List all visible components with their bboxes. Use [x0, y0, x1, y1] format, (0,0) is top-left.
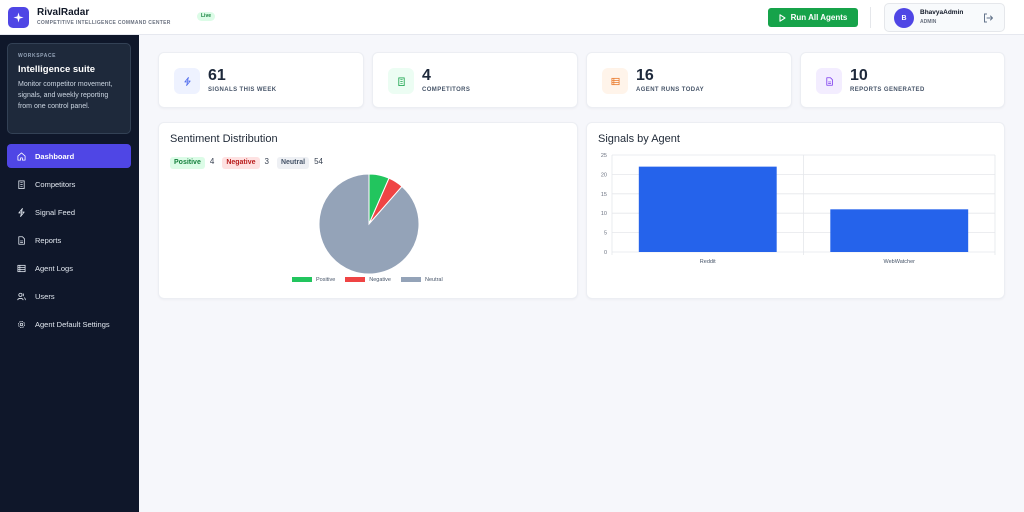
stat-card-competitors: 4 COMPETITORS	[372, 52, 578, 108]
divider	[870, 7, 871, 28]
legend-swatch	[292, 277, 312, 283]
run-all-agents-button[interactable]: Run All Agents	[768, 8, 858, 27]
signals-bar-chart: 0 5 10 15 20 25 Reddit WebWatcher	[601, 153, 996, 265]
stat-value: 16	[636, 67, 654, 84]
positive-pill: Positive	[170, 157, 205, 169]
workspace-card: WORKSPACE Intelligence suite Monitor com…	[7, 43, 131, 134]
list-icon	[17, 264, 26, 272]
y-tick-label: 25	[601, 153, 607, 159]
stat-value: 4	[422, 67, 431, 84]
app-logo[interactable]	[8, 7, 29, 28]
logout-icon[interactable]	[982, 12, 994, 24]
sidebar-item-label: Agent Logs	[35, 263, 73, 273]
stat-label: AGENT RUNS TODAY	[636, 87, 705, 93]
sidebar-item-label: Reports	[35, 235, 62, 245]
stat-card-reports: 10 REPORTS GENERATED	[800, 52, 1005, 108]
x-tick-label: Reddit	[700, 259, 716, 265]
stat-icon-box	[602, 68, 628, 94]
sidebar-item-competitors[interactable]: Competitors	[7, 172, 131, 196]
document-icon	[825, 76, 833, 86]
gear-icon	[18, 320, 25, 328]
x-tick-label: WebWatcher	[884, 259, 916, 265]
legend-item-neutral[interactable]: Neutral	[400, 277, 443, 283]
building-icon	[18, 179, 25, 189]
stat-icon-box	[174, 68, 200, 94]
positive-count: 4	[209, 157, 215, 166]
sidebar-item-label: Agent Default Settings	[35, 319, 110, 329]
stat-label: SIGNALS THIS WEEK	[208, 87, 277, 93]
sidebar-item-label: Users	[35, 291, 55, 301]
stat-icon-box	[388, 68, 414, 94]
user-name: BhavyaAdmin	[920, 9, 964, 16]
sidebar-item-label: Competitors	[35, 179, 76, 189]
sidebar-item-label: Dashboard	[35, 151, 75, 161]
stat-icon-box	[816, 68, 842, 94]
pie-slice-neutral[interactable]	[318, 173, 420, 275]
stat-label: REPORTS GENERATED	[850, 87, 925, 93]
workspace-label: WORKSPACE	[18, 53, 57, 59]
users-icon	[17, 292, 26, 300]
sentiment-pills: Positive 4 Negative 3 Neutral 54	[170, 151, 331, 169]
legend-label: Negative	[369, 277, 391, 283]
app-subtitle: COMPETITIVE INTELLIGENCE COMMAND CENTER	[37, 20, 171, 26]
sentiment-pie-chart	[318, 173, 420, 275]
user-menu[interactable]: B BhavyaAdmin ADMIN	[884, 3, 1005, 32]
y-tick-label: 0	[604, 250, 607, 256]
document-icon	[18, 235, 25, 245]
stat-value: 61	[208, 67, 226, 84]
legend-item-positive[interactable]: Positive	[292, 277, 335, 283]
legend-swatch	[400, 277, 421, 283]
sidebar-item-agent-logs[interactable]: Agent Logs	[7, 256, 131, 280]
sidebar-item-reports[interactable]: Reports	[7, 228, 131, 252]
legend-item-negative[interactable]: Negative	[345, 277, 391, 283]
sparkle-icon	[13, 12, 24, 23]
run-all-agents-label: Run All Agents	[790, 13, 848, 22]
user-role: ADMIN	[920, 19, 937, 25]
y-tick-label: 10	[601, 211, 607, 217]
sidebar-item-users[interactable]: Users	[7, 284, 131, 308]
sidebar-item-dashboard[interactable]: Dashboard	[7, 144, 131, 168]
stat-value: 10	[850, 67, 868, 84]
app-name: RivalRadar	[37, 7, 90, 18]
sidebar-item-signal-feed[interactable]: Signal Feed	[7, 200, 131, 224]
negative-count: 3	[264, 157, 269, 166]
legend-swatch	[345, 277, 366, 283]
home-icon	[17, 151, 26, 161]
legend-label: Positive	[316, 277, 336, 283]
stat-card-signals: 61 SIGNALS THIS WEEK	[158, 52, 364, 108]
workspace-title: Intelligence suite	[18, 64, 96, 75]
bolt-icon	[183, 76, 191, 86]
top-bar: RivalRadar COMPETITIVE INTELLIGENCE COMM…	[0, 0, 1024, 35]
signals-by-agent-card: Signals by Agent 0 5 10 15 20 25 Reddit WebWatc…	[586, 122, 1005, 299]
sidebar-item-agent-default-settings[interactable]: Agent Default Settings	[7, 312, 131, 336]
neutral-pill: Neutral	[276, 157, 310, 169]
negative-pill: Negative	[222, 157, 260, 169]
avatar[interactable]: B	[894, 8, 914, 28]
play-icon	[779, 13, 786, 22]
sidebar-item-label: Signal Feed	[35, 207, 76, 217]
y-tick-label: 20	[601, 172, 607, 178]
stat-card-agent-runs: 16 AGENT RUNS TODAY	[586, 52, 792, 108]
stat-label: COMPETITORS	[422, 87, 471, 93]
bolt-icon	[18, 207, 25, 217]
building-icon	[397, 76, 405, 86]
y-tick-label: 5	[604, 231, 607, 237]
y-tick-label: 15	[601, 192, 607, 198]
workspace-description: Monitor competitor movement, signals, an…	[18, 81, 113, 110]
card-title: Signals by Agent	[598, 133, 680, 145]
sentiment-card: Sentiment Distribution Positive 4 Negative…	[158, 122, 578, 299]
sidebar: WORKSPACE Intelligence suite Monitor com…	[0, 35, 139, 512]
neutral-count: 54	[314, 157, 323, 166]
card-title: Sentiment Distribution	[170, 133, 278, 145]
bar-reddit[interactable]	[638, 166, 777, 252]
list-icon	[610, 77, 620, 85]
pie-legend: Positive Negative Neutral	[292, 277, 443, 283]
legend-label: Neutral	[424, 277, 443, 283]
live-badge: Live	[197, 12, 216, 21]
bar-webwatcher[interactable]	[830, 209, 969, 252]
